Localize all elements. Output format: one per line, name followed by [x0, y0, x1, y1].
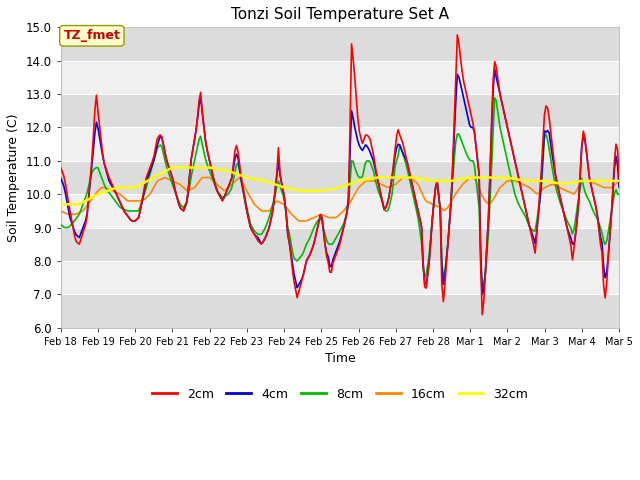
Bar — [61, 161, 619, 194]
Bar — [61, 60, 619, 94]
Bar — [61, 228, 619, 261]
X-axis label: Time: Time — [324, 352, 355, 365]
Legend: 2cm, 4cm, 8cm, 16cm, 32cm: 2cm, 4cm, 8cm, 16cm, 32cm — [147, 383, 533, 406]
Bar — [61, 294, 619, 328]
Bar — [61, 261, 619, 294]
Title: Tonzi Soil Temperature Set A: Tonzi Soil Temperature Set A — [231, 7, 449, 22]
Bar — [61, 194, 619, 228]
Bar — [61, 94, 619, 128]
Bar — [61, 27, 619, 60]
Bar — [61, 128, 619, 161]
Text: TZ_fmet: TZ_fmet — [63, 29, 120, 42]
Y-axis label: Soil Temperature (C): Soil Temperature (C) — [7, 113, 20, 242]
